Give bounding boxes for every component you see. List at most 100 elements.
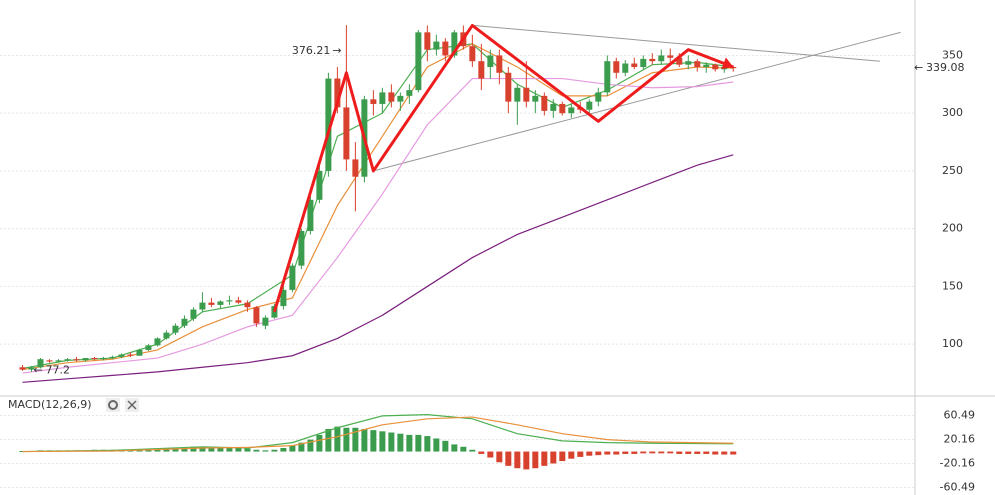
macd-bar [676, 451, 683, 454]
y-tick-label: 350 [942, 48, 963, 61]
candle-body [586, 101, 593, 110]
macd-bar [523, 451, 530, 470]
candle-body [145, 345, 152, 350]
y-tick-label: 60.49 [944, 409, 976, 422]
candle-body [199, 302, 206, 310]
candle-body [181, 318, 188, 326]
y-tick-label: 200 [942, 222, 963, 235]
candle-body [685, 61, 692, 65]
macd-bar [226, 447, 233, 452]
macd-bar [640, 451, 647, 454]
macd-bar [478, 451, 485, 454]
candle-body [289, 265, 296, 290]
macd-bar [199, 446, 206, 452]
candle-body [379, 92, 386, 104]
candle-body [325, 78, 332, 171]
candle-body [397, 95, 404, 102]
macd-bar [262, 450, 269, 452]
candle-body [532, 95, 539, 102]
candle-body [253, 307, 260, 324]
candle-body [469, 46, 476, 62]
candle-body [262, 317, 269, 326]
candle-body [280, 289, 287, 307]
trendline [472, 24, 880, 62]
candle-body [631, 63, 638, 67]
macd-bar [730, 451, 737, 455]
candle-body [505, 72, 512, 102]
candle-body [712, 64, 719, 70]
macd-bar [649, 451, 656, 454]
candle-body [172, 325, 179, 333]
gear-icon [108, 400, 118, 410]
macd-bar [343, 427, 350, 452]
macd-bar [163, 448, 170, 452]
trend-arrow [272, 23, 734, 313]
macd-bar [271, 449, 278, 452]
macd-bar [442, 440, 449, 452]
macd-bar [541, 451, 548, 466]
candle-body [514, 87, 521, 102]
macd-bar [379, 431, 386, 452]
macd-bar [388, 432, 395, 452]
candle-body [19, 367, 26, 370]
candle-body [136, 349, 143, 356]
candle-body [316, 170, 323, 200]
macd-bar [280, 447, 287, 452]
high-marker: 376.21 [292, 44, 331, 57]
candle-body [667, 55, 674, 58]
macd-title: MACD(12,26,9) [8, 398, 92, 411]
moving-average [22, 154, 734, 383]
candle-body [622, 63, 629, 73]
candle-body [154, 338, 161, 346]
macd-bar [235, 447, 242, 452]
macd-bar [181, 447, 188, 452]
candle-body [109, 356, 116, 359]
macd-bar [496, 451, 503, 463]
candle-body [64, 359, 71, 361]
macd-bar [514, 451, 521, 469]
macd-bar [451, 444, 458, 452]
macd-bar [667, 451, 674, 454]
y-tick-label: -60.49 [940, 481, 975, 494]
candle-body [46, 360, 53, 362]
macd-bar [325, 428, 332, 452]
macd-bar [190, 446, 197, 452]
macd-line [22, 414, 734, 453]
macd-bar [577, 451, 584, 457]
macd-bar [586, 451, 593, 456]
macd-bar [622, 451, 629, 454]
macd-bar [334, 426, 341, 452]
macd-bar [415, 434, 422, 452]
macd-bar [316, 434, 323, 452]
macd-bar [604, 451, 611, 455]
macd-bar [559, 451, 566, 462]
macd-bar [244, 448, 251, 452]
candle-body [343, 107, 350, 160]
candle-body [559, 103, 566, 114]
y-tick-label: 150 [942, 279, 963, 292]
candle-body [640, 58, 647, 67]
y-tick-label: 300 [942, 106, 963, 119]
y-tick-label: -20.16 [940, 457, 975, 470]
macd-bar [658, 451, 665, 454]
candle-body [28, 367, 35, 370]
candle-body [496, 55, 503, 73]
macd-bar [217, 447, 224, 452]
candle-body [550, 103, 557, 111]
macd-bar [685, 451, 692, 454]
macd-bar [721, 451, 728, 455]
candle-body [406, 90, 413, 96]
macd-bar [406, 434, 413, 452]
candle-body [415, 32, 422, 91]
macd-bar [307, 439, 314, 452]
arrow-glyph: → [332, 44, 341, 57]
y-tick-label: 20.16 [944, 433, 976, 446]
macd-bar [703, 451, 710, 454]
candle-body [388, 92, 395, 102]
candle-body [352, 159, 359, 177]
candle-body [190, 309, 197, 319]
candle-body [676, 57, 683, 65]
macd-bar [154, 449, 161, 452]
candle-body [226, 300, 233, 302]
